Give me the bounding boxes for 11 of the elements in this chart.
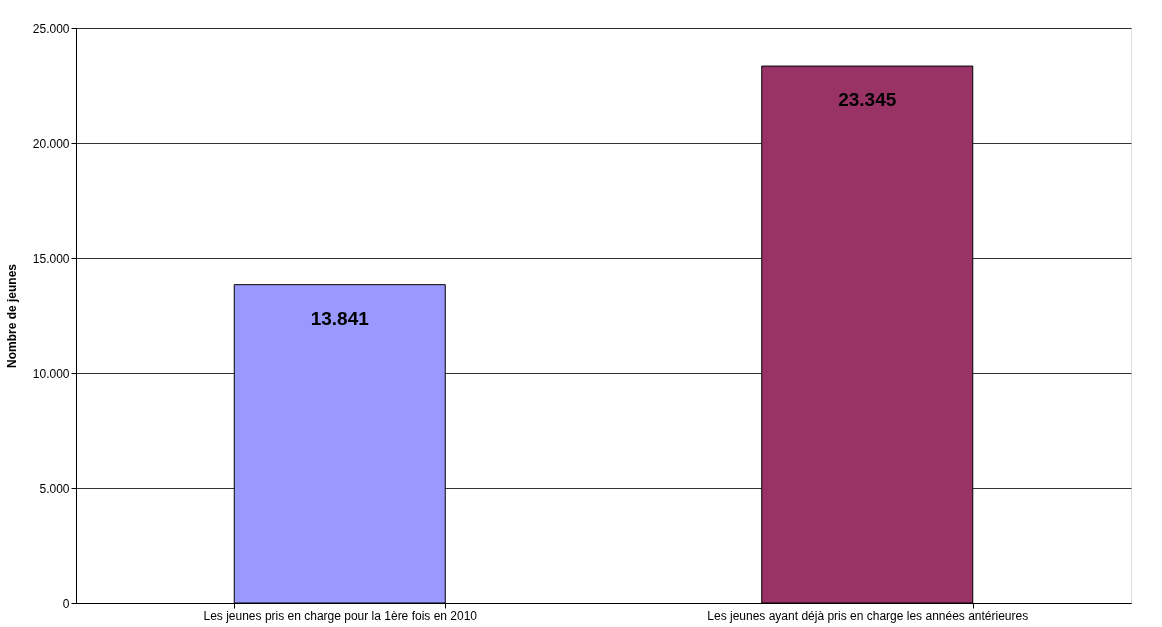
y-tick-label: 15.000 bbox=[32, 251, 70, 266]
data-label: 23.345 bbox=[838, 89, 897, 111]
y-tick-label: 25.000 bbox=[32, 21, 70, 36]
y-axis-title: Nombre de jeunes bbox=[4, 263, 19, 369]
y-tick-label: 5.000 bbox=[39, 481, 70, 496]
x-tick-label: Les jeunes ayant déjà pris en charge les années antérieures bbox=[707, 608, 1029, 623]
y-tick-label: 0 bbox=[62, 596, 70, 611]
x-tick-label: Les jeunes pris en charge pour la 1ère fois en 2010 bbox=[203, 608, 478, 623]
y-tick-label: 10.000 bbox=[32, 366, 70, 381]
data-label: 13.841 bbox=[310, 307, 370, 329]
y-tick-label: 20.000 bbox=[32, 136, 70, 151]
